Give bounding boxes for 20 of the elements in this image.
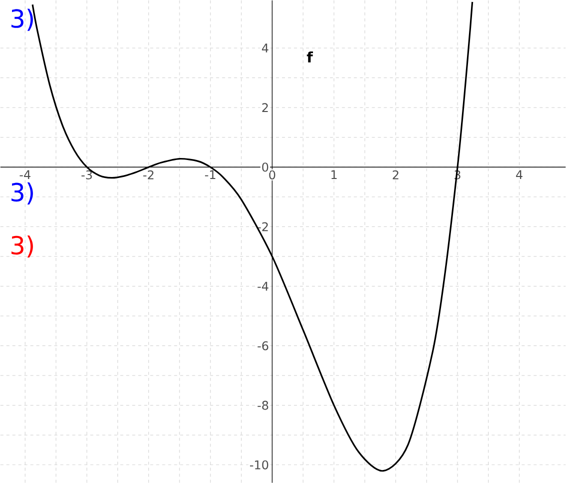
x-tick-label: -4 xyxy=(20,170,30,180)
annotation: 3) xyxy=(11,182,33,204)
y-tick-label: -2 xyxy=(258,222,268,232)
x-tick-label: -2 xyxy=(143,170,154,180)
x-tick-label: 0 xyxy=(269,170,276,180)
x-tick-label: 4 xyxy=(516,170,522,180)
x-tick-label: -1 xyxy=(205,170,216,180)
x-tick-label: 2 xyxy=(392,170,398,180)
y-tick-label: -4 xyxy=(258,282,268,291)
y-tick-label: -8 xyxy=(258,400,268,410)
y-tick-label: 4 xyxy=(262,44,268,52)
text: f xyxy=(306,51,313,62)
x-tick-label: -3 xyxy=(81,170,92,180)
x-tick-label: 1 xyxy=(331,170,337,180)
annotation: 3) xyxy=(11,235,33,258)
y-tick-label: 2 xyxy=(262,103,268,112)
y-tick-label: 0 xyxy=(262,162,268,172)
y-tick-label: -6 xyxy=(258,341,268,350)
y-tick-label: -10 xyxy=(250,460,268,470)
annotation: 3) xyxy=(11,8,33,31)
